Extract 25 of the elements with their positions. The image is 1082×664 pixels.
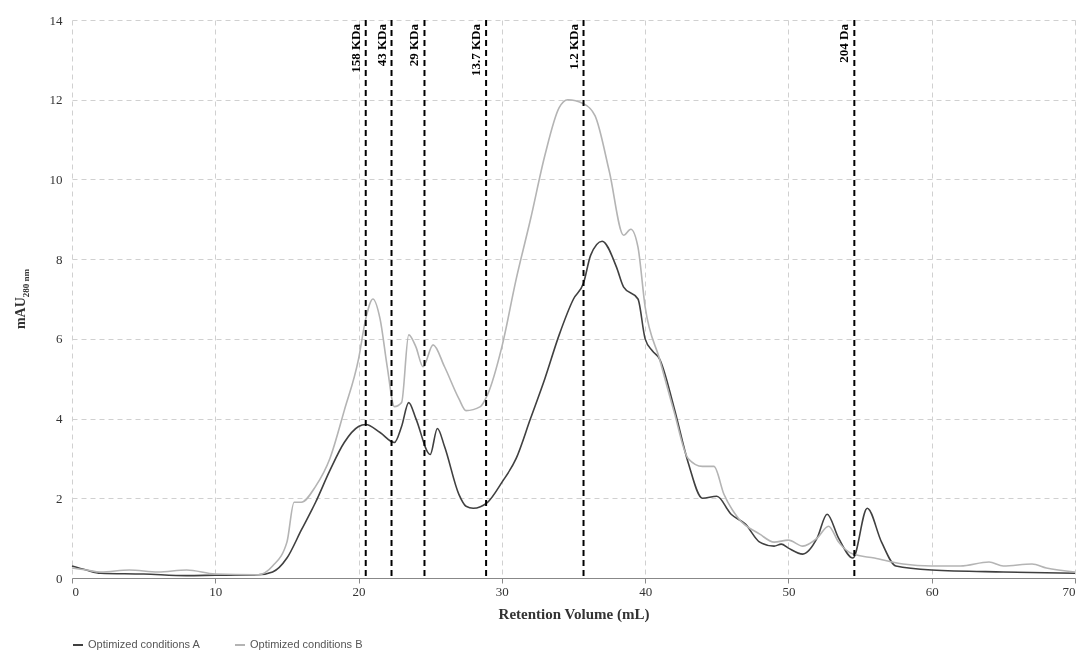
ref-line-label: 43 KDa xyxy=(373,23,389,67)
ref-line-label: 1.2 KDa xyxy=(565,23,581,70)
legend-label: Optimized conditions A xyxy=(88,638,201,650)
x-tick-label: 40 xyxy=(639,583,653,599)
x-tick-label: 60 xyxy=(925,583,939,599)
ref-line-label: 204 Da xyxy=(836,23,852,63)
x-tick-label: 30 xyxy=(495,583,509,599)
ref-line-label: 13.7 KDa xyxy=(468,23,484,76)
ref-line-label: 158 KDa xyxy=(347,23,363,73)
y-tick-label: 14 xyxy=(49,12,63,28)
ref-line-label: 29 KDa xyxy=(406,23,422,67)
x-axis-title: Retention Volume (mL) xyxy=(498,605,650,623)
y-tick-label: 4 xyxy=(56,411,63,427)
x-tick-label: 20 xyxy=(352,583,366,599)
y-tick-label: 0 xyxy=(56,570,63,586)
x-tick-label: 50 xyxy=(782,583,796,599)
y-tick-label: 6 xyxy=(56,331,63,347)
y-tick-label: 2 xyxy=(56,490,63,506)
x-tick-label: 70 xyxy=(1062,583,1076,599)
legend-label: Optimized conditions B xyxy=(250,638,363,650)
y-tick-label: 10 xyxy=(49,171,63,187)
x-tick-label: 10 xyxy=(209,583,223,599)
x-tick-label: 0 xyxy=(72,583,79,599)
y-tick-label: 12 xyxy=(49,92,63,108)
y-tick-label: 8 xyxy=(56,251,63,267)
